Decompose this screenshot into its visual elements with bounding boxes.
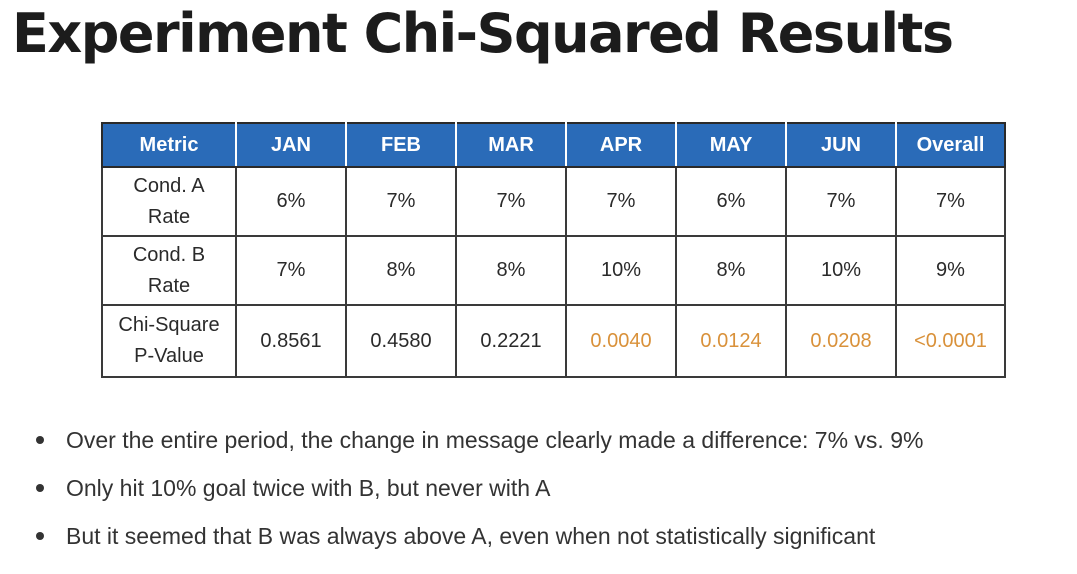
bullet-item: But it seemed that B was always above A,… — [36, 519, 923, 567]
table-cell: 7% — [235, 235, 347, 306]
table-cell: 8% — [345, 235, 457, 306]
row-label-line2: Rate — [147, 205, 191, 228]
header-metric: Metric — [101, 122, 237, 168]
table-row-p-value: Chi-Square P-Value 0.8561 0.4580 0.2221 … — [101, 304, 1006, 378]
row-label-line1: Cond. A — [133, 174, 205, 197]
bullet-text: Only hit 10% goal twice with B, but neve… — [66, 475, 551, 501]
table-row-cond-a: Cond. A Rate 6% 7% 7% 7% 6% 7% 7% — [101, 166, 1006, 237]
table-cell: 7% — [345, 166, 457, 237]
header-feb: FEB — [345, 122, 457, 168]
row-label-line2: P-Value — [134, 345, 204, 367]
table-cell: 7% — [455, 166, 567, 237]
results-table: Metric JAN FEB MAR APR MAY JUN Overall C… — [101, 122, 1006, 378]
table-cell-significant: 0.0208 — [785, 304, 897, 378]
table-cell: 7% — [785, 166, 897, 237]
slide-title: Experiment Chi-Squared Results — [12, 2, 954, 65]
table-cell: 6% — [675, 166, 787, 237]
row-label-p-value: Chi-Square P-Value — [101, 304, 237, 378]
table-cell: 0.8561 — [235, 304, 347, 378]
bullet-item: Only hit 10% goal twice with B, but neve… — [36, 471, 923, 519]
bullet-text: But it seemed that B was always above A,… — [66, 523, 876, 549]
table-cell: 10% — [565, 235, 677, 306]
row-label-line2: Rate — [147, 274, 191, 297]
table-cell: 10% — [785, 235, 897, 306]
header-jun: JUN — [785, 122, 897, 168]
table-cell: 8% — [455, 235, 567, 306]
header-may: MAY — [675, 122, 787, 168]
bullet-item: Over the entire period, the change in me… — [36, 423, 923, 471]
bullet-list: Over the entire period, the change in me… — [36, 423, 923, 567]
header-overall: Overall — [895, 122, 1006, 168]
bullet-dot-icon — [36, 436, 44, 444]
table-cell: 6% — [235, 166, 347, 237]
row-label-cond-b: Cond. B Rate — [101, 235, 237, 306]
bullet-dot-icon — [36, 532, 44, 540]
table-cell-significant: 0.0124 — [675, 304, 787, 378]
table-cell: 0.4580 — [345, 304, 457, 378]
row-label-line1: Cond. B — [132, 243, 206, 266]
table-cell: 8% — [675, 235, 787, 306]
table-cell: 7% — [895, 166, 1006, 237]
row-label-cond-a: Cond. A Rate — [101, 166, 237, 237]
header-mar: MAR — [455, 122, 567, 168]
bullet-dot-icon — [36, 484, 44, 492]
table-cell: 0.2221 — [455, 304, 567, 378]
table-cell-significant: 0.0040 — [565, 304, 677, 378]
table-cell: 7% — [565, 166, 677, 237]
table-header-row: Metric JAN FEB MAR APR MAY JUN Overall — [101, 122, 1006, 168]
table-row-cond-b: Cond. B Rate 7% 8% 8% 10% 8% 10% 9% — [101, 235, 1006, 306]
header-jan: JAN — [235, 122, 347, 168]
header-apr: APR — [565, 122, 677, 168]
table-cell-significant: <0.0001 — [895, 304, 1006, 378]
bullet-text: Over the entire period, the change in me… — [66, 427, 924, 453]
table-cell: 9% — [895, 235, 1006, 306]
row-label-line1: Chi-Square — [118, 314, 220, 336]
